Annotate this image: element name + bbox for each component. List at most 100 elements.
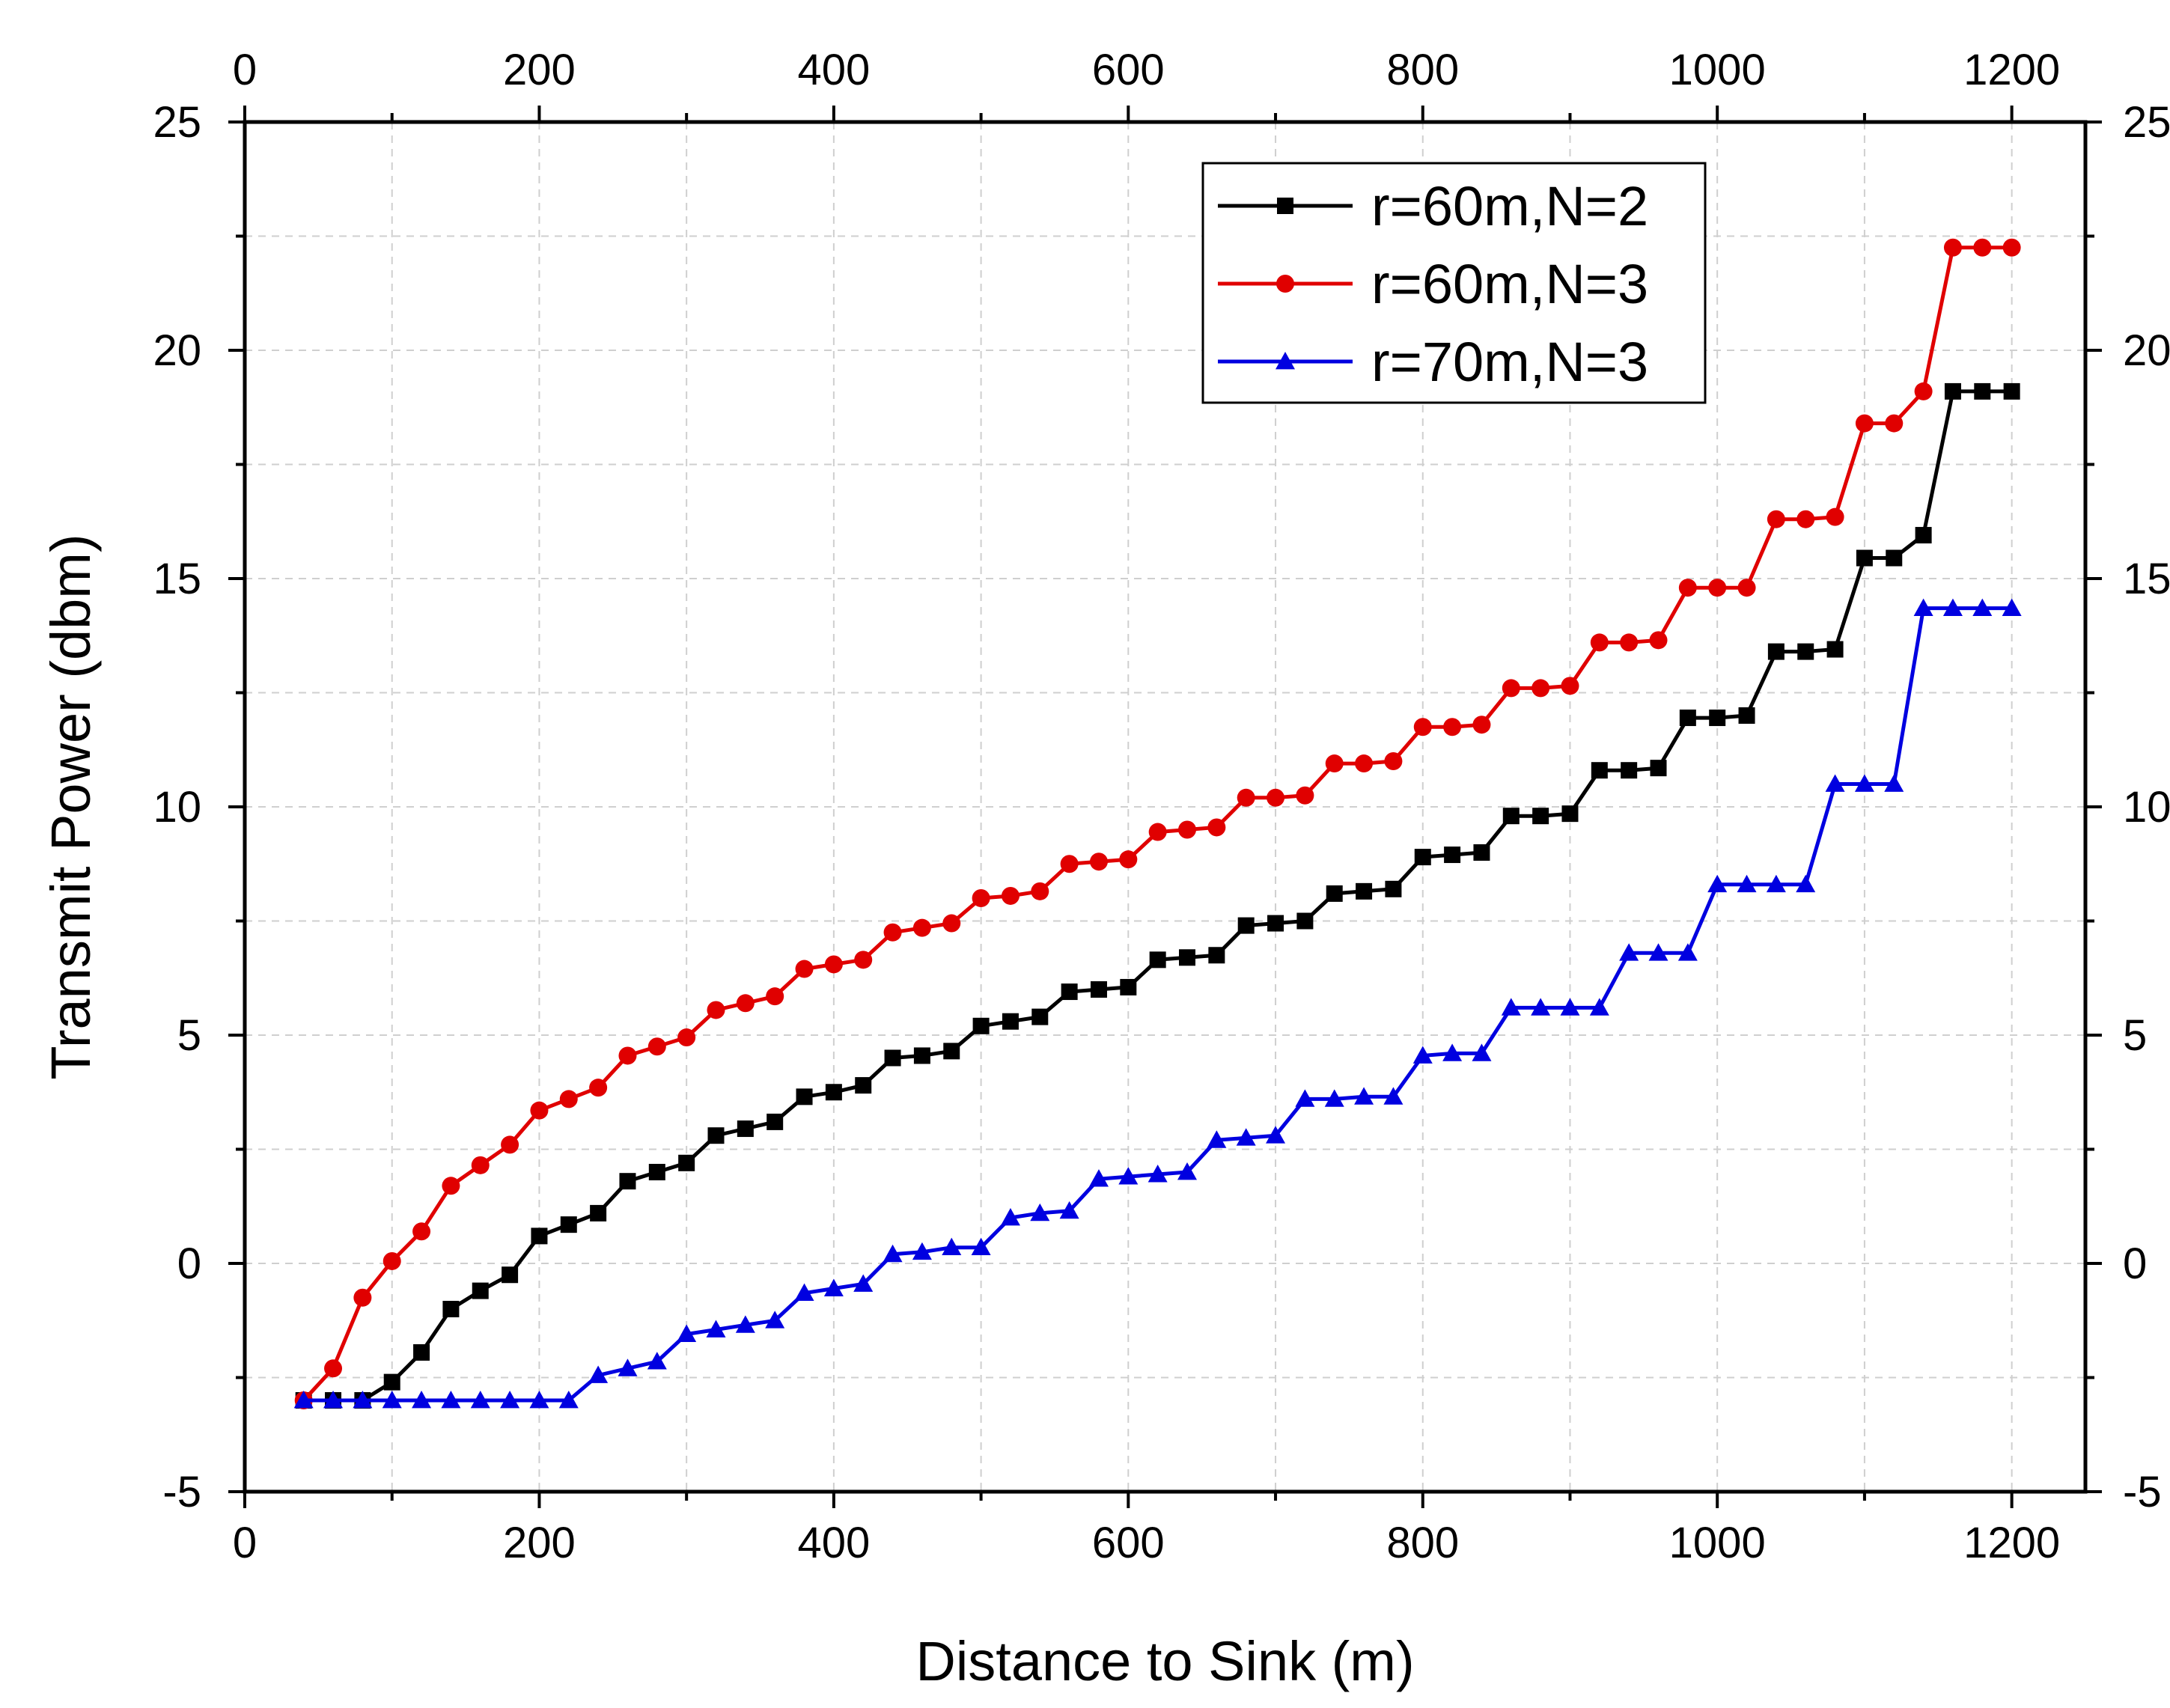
data-point bbox=[1059, 1201, 1079, 1219]
data-point bbox=[1796, 510, 1815, 528]
data-point bbox=[1648, 943, 1668, 961]
data-point bbox=[1443, 718, 1462, 736]
y-tick-label-left: 5 bbox=[177, 1011, 201, 1060]
data-point bbox=[1383, 1087, 1404, 1105]
data-point bbox=[825, 1084, 842, 1101]
data-point bbox=[677, 1028, 696, 1047]
data-point bbox=[972, 1017, 990, 1034]
legend-marker bbox=[1276, 275, 1294, 293]
data-point bbox=[794, 1283, 814, 1302]
data-point bbox=[501, 1135, 519, 1154]
series-3 bbox=[293, 598, 2022, 1409]
data-point bbox=[383, 1373, 400, 1391]
data-point bbox=[912, 1242, 932, 1260]
x-tick-label-top: 600 bbox=[1092, 46, 1165, 94]
data-point bbox=[1207, 1130, 1227, 1148]
data-point bbox=[293, 1391, 314, 1409]
data-point bbox=[971, 1237, 991, 1256]
data-point bbox=[707, 1127, 725, 1144]
legend-label: r=60m,N=3 bbox=[1371, 253, 1648, 315]
data-point bbox=[1678, 579, 1697, 597]
data-point bbox=[766, 1113, 784, 1130]
data-point bbox=[942, 914, 961, 933]
data-point bbox=[1826, 641, 1844, 658]
data-point bbox=[353, 1391, 373, 1409]
data-point bbox=[1619, 943, 1639, 961]
data-point bbox=[1444, 847, 1461, 864]
data-point bbox=[1356, 882, 1373, 900]
legend-marker bbox=[1277, 198, 1293, 214]
data-point bbox=[590, 1204, 607, 1221]
data-point bbox=[1236, 1128, 1256, 1146]
data-point bbox=[1031, 1008, 1049, 1025]
data-point bbox=[1531, 998, 1551, 1016]
data-point bbox=[1325, 754, 1344, 773]
data-point bbox=[618, 1046, 637, 1065]
data-point bbox=[796, 1088, 813, 1105]
data-point bbox=[1767, 643, 1785, 660]
data-point bbox=[1884, 774, 1904, 792]
data-point bbox=[531, 1227, 548, 1245]
data-point bbox=[530, 1101, 549, 1120]
data-point bbox=[1088, 1169, 1109, 1187]
data-point bbox=[1944, 382, 1961, 400]
data-point bbox=[1677, 943, 1698, 961]
data-point bbox=[1148, 1165, 1168, 1183]
plot-frame bbox=[243, 120, 2088, 1494]
y-tick-label-right: 0 bbox=[2123, 1239, 2147, 1288]
data-point bbox=[1796, 874, 1816, 893]
y-tick-label-right: 25 bbox=[2123, 98, 2170, 147]
y-tick-label-left: 20 bbox=[153, 326, 201, 375]
data-point bbox=[1002, 1013, 1019, 1030]
legend-label: r=70m,N=3 bbox=[1371, 331, 1648, 393]
data-point bbox=[500, 1391, 520, 1409]
data-point bbox=[1737, 579, 1756, 597]
data-point bbox=[1943, 238, 1962, 257]
data-point bbox=[1237, 788, 1255, 807]
data-point bbox=[1650, 760, 1667, 777]
data-point bbox=[912, 918, 931, 937]
data-point bbox=[1118, 1167, 1139, 1185]
data-point bbox=[1089, 853, 1108, 871]
data-point bbox=[1972, 598, 1993, 617]
x-axis-title: Distance to Sink (m) bbox=[915, 1630, 1414, 1692]
data-point bbox=[1561, 805, 1579, 823]
y-tick-label-left: 15 bbox=[153, 555, 201, 603]
data-point bbox=[1532, 808, 1549, 825]
data-point bbox=[1355, 754, 1374, 773]
data-point bbox=[1885, 414, 1904, 433]
data-point bbox=[942, 1237, 962, 1256]
y-tick-label-right: 10 bbox=[2123, 783, 2170, 832]
data-point bbox=[678, 1154, 695, 1171]
data-point bbox=[1266, 1126, 1286, 1144]
y-axis-title: Transmit Power (dbm) bbox=[40, 534, 102, 1079]
data-point bbox=[1177, 1162, 1198, 1180]
data-point bbox=[1326, 885, 1343, 902]
data-point bbox=[1620, 633, 1639, 652]
data-point bbox=[529, 1391, 549, 1409]
data-point bbox=[2003, 382, 2020, 400]
x-tick-label-bottom: 800 bbox=[1386, 1519, 1459, 1567]
data-point bbox=[1737, 874, 1757, 893]
data-point bbox=[1973, 238, 1992, 257]
data-point bbox=[1649, 631, 1668, 650]
data-point bbox=[913, 1047, 930, 1064]
data-point bbox=[1472, 1043, 1492, 1061]
data-point bbox=[1324, 1089, 1344, 1107]
data-point bbox=[1502, 679, 1520, 698]
y-tick-label-left: 25 bbox=[153, 98, 201, 147]
data-point bbox=[824, 955, 843, 974]
data-point bbox=[1385, 880, 1402, 897]
data-point bbox=[1179, 949, 1196, 966]
data-point bbox=[1707, 874, 1728, 893]
data-point bbox=[1000, 1208, 1020, 1226]
data-point bbox=[441, 1391, 461, 1409]
y-tick-label-right: 15 bbox=[2123, 555, 2170, 603]
x-tick-label-top: 800 bbox=[1386, 46, 1459, 94]
data-point bbox=[471, 1156, 490, 1174]
data-point bbox=[1384, 752, 1403, 770]
data-point bbox=[854, 951, 873, 969]
data-point bbox=[677, 1324, 697, 1342]
